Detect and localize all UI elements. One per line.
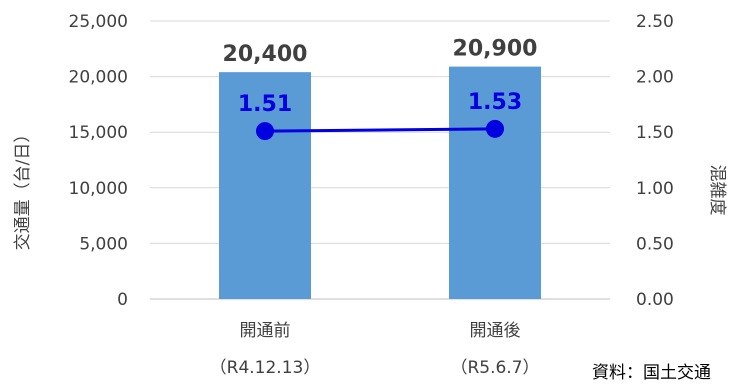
y-tick-label-right: 0.00 — [636, 290, 674, 310]
y-tick-label-left: 5,000 — [79, 234, 128, 254]
bars — [219, 66, 541, 299]
y-axis-title-left: 交通量（台/日） — [13, 126, 33, 251]
line-point — [256, 122, 274, 141]
y-axis-left: 0 5,000 10,000 15,000 20,000 25,000 — [69, 12, 128, 310]
line-series-path — [264, 127, 496, 133]
y-tick-label-right: 2.50 — [636, 12, 674, 32]
y-tick-label-left: 20,000 — [69, 68, 128, 88]
y-tick-label-left: 10,000 — [69, 179, 128, 199]
y-tick-label-right: 0.50 — [636, 234, 674, 254]
y-axis-title-right: 混雑度 — [707, 165, 727, 216]
line-data-label: 1.51 — [238, 92, 292, 117]
bar — [219, 72, 311, 299]
bar-data-label: 20,900 — [453, 37, 538, 62]
y-tick-label-right: 1.50 — [636, 123, 674, 143]
line-series — [256, 119, 504, 141]
y-tick-label-left: 0 — [117, 290, 128, 310]
x-tick-sublabel: （R4.12.13） — [210, 358, 321, 378]
y-tick-label-right: 1.00 — [636, 179, 674, 199]
y-tick-label-left: 25,000 — [69, 12, 128, 32]
line-data-label: 1.53 — [468, 90, 522, 115]
bar-data-label: 20,400 — [223, 42, 308, 67]
x-tick-label: 開通前 — [240, 321, 291, 341]
source-note: 資料：国土交通 — [592, 363, 711, 383]
y-tick-label-left: 15,000 — [69, 123, 128, 143]
y-tick-label-right: 2.00 — [636, 68, 674, 88]
x-tick-sublabel: （R5.6.7） — [450, 358, 539, 378]
y-axis-right: 0.00 0.50 1.00 1.50 2.00 2.50 — [636, 12, 674, 310]
x-tick-label: 開通後 — [470, 321, 521, 341]
data-labels: 20,400 20,900 1.51 1.53 — [223, 37, 538, 117]
x-axis: 開通前 （R4.12.13） 開通後 （R5.6.7） — [210, 321, 540, 378]
bar — [449, 66, 541, 299]
line-point — [486, 119, 504, 138]
